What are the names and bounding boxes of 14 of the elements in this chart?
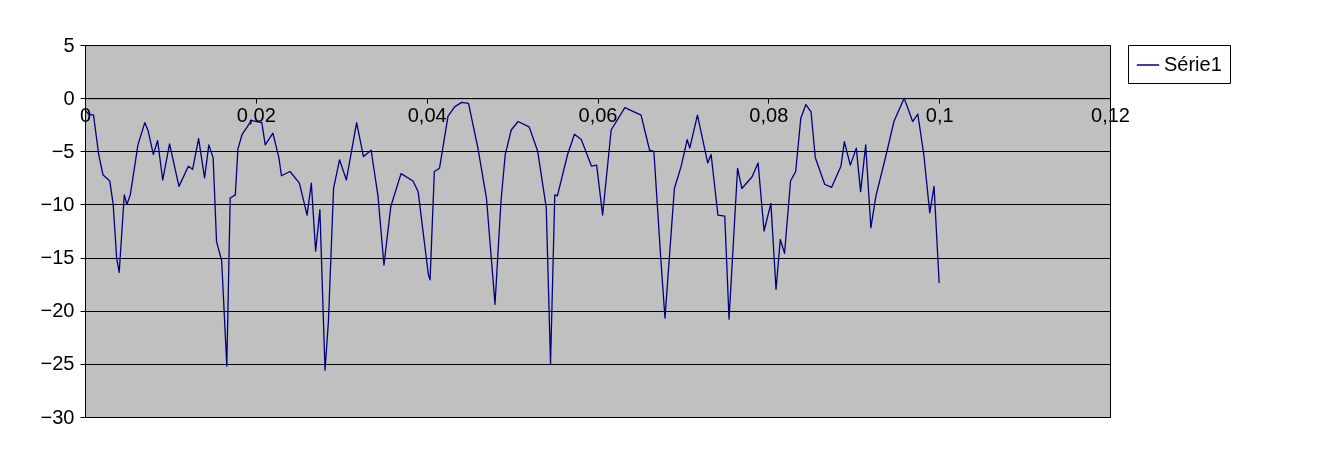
y-tick-label: −10 xyxy=(40,192,75,215)
y-tick-label: −20 xyxy=(40,299,75,322)
y-tick-label: −30 xyxy=(40,405,75,428)
x-tick-label: 0,1 xyxy=(925,103,954,126)
x-tick-label: 0,08 xyxy=(749,103,789,126)
y-tick-label: −15 xyxy=(40,246,75,269)
y-tick-label: 5 xyxy=(63,33,75,56)
x-tick-label: 0,02 xyxy=(236,103,276,126)
legend-label: Série1 xyxy=(1164,53,1222,75)
y-tick-label: −5 xyxy=(51,139,75,162)
y-tick-label: −25 xyxy=(40,352,75,375)
x-tick-label: 0,04 xyxy=(407,103,447,126)
x-tick-label: 0,06 xyxy=(578,103,618,126)
y-tick-label: 0 xyxy=(63,86,75,109)
